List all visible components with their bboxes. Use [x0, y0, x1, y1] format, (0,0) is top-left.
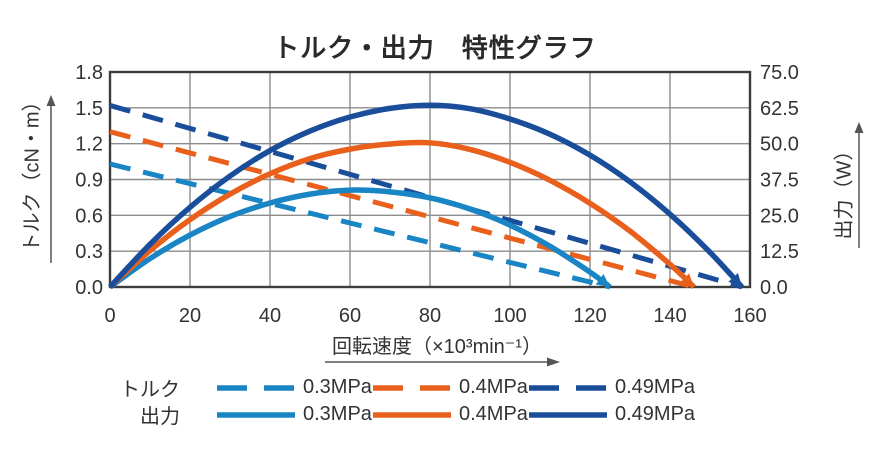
legend: トルク 0.3MPa 0.4MPa 0.49MPa 出力 0.3MPa 0.4MPa 0…: [0, 374, 880, 428]
series-end-arrowhead: [728, 273, 742, 287]
series-end-arrowhead: [595, 274, 610, 287]
y-right-tick-label: 25.0: [760, 205, 799, 227]
series-torque-0.49MPa: [109, 103, 743, 290]
series-output-0.3MPa: [108, 187, 612, 290]
legend-row-output: 出力 0.3MPa 0.4MPa 0.49MPa: [0, 401, 880, 428]
y-right-tick-label: 37.5: [760, 170, 799, 192]
y-left-tick-label: 0.6: [75, 205, 103, 227]
series-output-0.4MPa: [108, 139, 696, 290]
series-output-0.49MPa: [107, 102, 745, 289]
legend-item-label: 0.3MPa: [303, 403, 372, 425]
legend-row-label-torque: トルク: [120, 379, 180, 401]
x-axis-label: 回転速度（×10³min⁻¹）: [331, 336, 543, 358]
chart-title: トルク・出力 特性グラフ: [273, 33, 597, 63]
y-right-tick-label: 12.5: [760, 241, 799, 263]
y-left-tick-label: 0.0: [75, 277, 103, 299]
x-tick-label: 140: [653, 305, 686, 327]
legend-line-swatch: [373, 411, 451, 418]
series-torque-0.4MPa: [109, 129, 695, 290]
legend-line-swatch: [529, 384, 607, 391]
legend-item: 0.3MPa: [217, 403, 373, 426]
x-tick-label: 40: [259, 305, 281, 327]
legend-row-torque: トルク 0.3MPa 0.4MPa 0.49MPa: [0, 374, 880, 401]
y-right-axis-up-arrow-icon: [854, 122, 864, 248]
legend-item-label: 0.4MPa: [459, 403, 528, 425]
y-left-axis-up-arrow-icon: [46, 95, 56, 263]
y-right-tick-label: 50.0: [760, 134, 799, 156]
y-left-tick-label: 0.9: [75, 170, 103, 192]
series-torque-0.3MPa: [109, 161, 611, 290]
y-left-tick-label: 1.5: [75, 98, 103, 120]
legend-item: 0.49MPa: [529, 403, 695, 426]
x-tick-label: 0: [104, 305, 115, 327]
y-right-tick-label: 62.5: [760, 98, 799, 120]
legend-item: 0.4MPa: [373, 376, 529, 399]
y-right-tick-label: 75.0: [760, 62, 799, 84]
legend-item-label: 0.3MPa: [303, 376, 372, 398]
x-tick-label: 100: [493, 305, 526, 327]
x-axis-right-arrow-icon: [325, 357, 560, 367]
legend-item: 0.3MPa: [217, 376, 373, 399]
legend-line-swatch: [217, 411, 295, 418]
legend-line-swatch: [217, 384, 295, 391]
y-left-axis-label: トルク（cN・m）: [21, 91, 44, 253]
y-left-tick-label: 1.2: [75, 134, 103, 156]
y-right-tick-label: 0.0: [760, 277, 788, 299]
y-left-tick-label: 0.3: [75, 241, 103, 263]
legend-items-torque: 0.3MPa 0.4MPa 0.49MPa: [217, 376, 695, 399]
x-tick-label: 20: [179, 305, 201, 327]
series-end-arrowhead: [680, 273, 694, 287]
legend-row-label-output: 出力: [140, 406, 180, 428]
y-left-tick-label: 1.8: [75, 62, 103, 84]
legend-items-output: 0.3MPa 0.4MPa 0.49MPa: [217, 403, 695, 426]
chart-plot-area: 0 20 40 60 80 100 120 140 160 1.8 1.5 1.2 0.9 0.6 0.3 0…: [75, 62, 799, 327]
x-tick-label: 120: [573, 305, 606, 327]
x-tick-label: 160: [733, 305, 766, 327]
plot-border: [108, 70, 752, 289]
legend-item-label: 0.4MPa: [459, 376, 528, 398]
legend-line-swatch: [529, 411, 607, 418]
legend-item: 0.49MPa: [529, 376, 695, 399]
legend-item-label: 0.49MPa: [615, 376, 696, 398]
x-tick-label: 60: [339, 305, 361, 327]
legend-item: 0.4MPa: [373, 403, 529, 426]
legend-line-swatch: [373, 384, 451, 391]
x-tick-label: 80: [419, 305, 441, 327]
legend-item-label: 0.49MPa: [615, 403, 696, 425]
